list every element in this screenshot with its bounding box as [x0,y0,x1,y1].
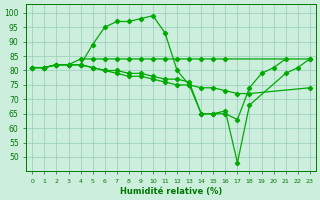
X-axis label: Humidité relative (%): Humidité relative (%) [120,187,222,196]
